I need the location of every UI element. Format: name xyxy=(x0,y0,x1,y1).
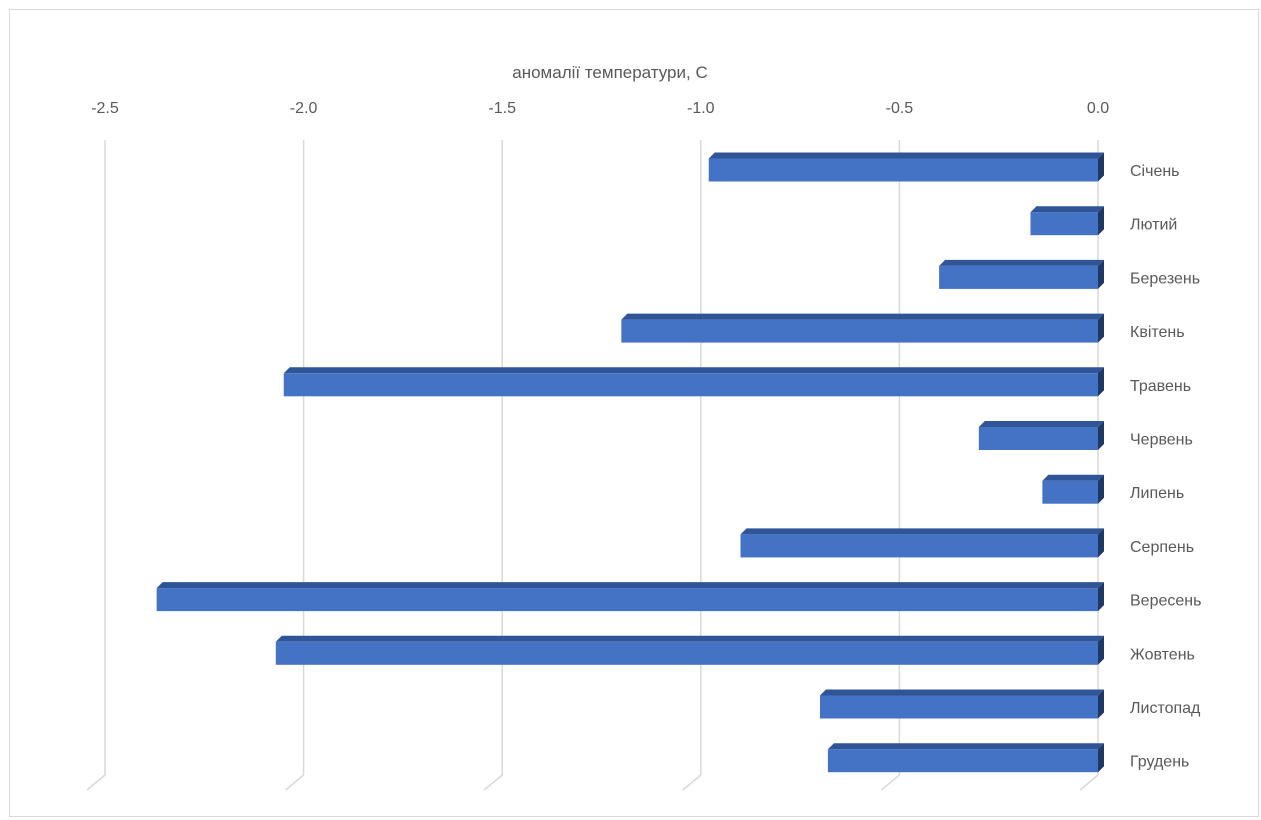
category-label: Вересень xyxy=(1130,593,1201,610)
bar-top-face xyxy=(1030,206,1104,213)
grid-layer xyxy=(86,140,1099,791)
bar-side-face xyxy=(1098,474,1104,504)
grid-line-foot xyxy=(880,774,900,791)
bar-side-face xyxy=(1098,259,1104,289)
bar-front-face xyxy=(1042,480,1098,504)
x-tick-label: -1.5 xyxy=(488,100,516,117)
bar-top-face xyxy=(708,152,1104,159)
bar xyxy=(1042,474,1104,504)
bar-top-face xyxy=(283,367,1104,374)
bar xyxy=(939,259,1104,289)
bar-front-face xyxy=(708,158,1098,182)
bar-side-face xyxy=(1098,421,1104,450)
bar-top-face xyxy=(939,259,1104,266)
category-label: Березень xyxy=(1130,270,1200,287)
grid-line-foot xyxy=(483,774,503,791)
bar-top-face xyxy=(1042,474,1104,481)
category-label: Червень xyxy=(1130,432,1193,449)
bar xyxy=(283,367,1104,397)
grid-line-foot xyxy=(682,774,702,791)
bar-front-face xyxy=(819,695,1098,719)
bar-side-face xyxy=(1098,635,1104,665)
bar-top-face xyxy=(621,313,1104,320)
grid-line-foot xyxy=(285,774,305,791)
bar xyxy=(275,635,1104,665)
bar-top-face xyxy=(740,528,1104,535)
x-tick-label: -0.5 xyxy=(886,100,914,117)
category-label: Грудень xyxy=(1130,754,1189,771)
bar xyxy=(708,152,1104,182)
bar-top-face xyxy=(978,421,1104,427)
category-label: Лютий xyxy=(1130,217,1177,234)
bar-side-face xyxy=(1098,743,1104,773)
tick-layer: -2.5 -2.0 -1.5 -1.0 -0.5 0.0 xyxy=(91,100,1109,117)
bar xyxy=(621,313,1104,343)
bar-layer xyxy=(156,152,1105,773)
bar-front-face xyxy=(621,319,1098,343)
bar-front-face xyxy=(1030,212,1098,236)
bar-side-face xyxy=(1098,582,1104,612)
chart-frame: -2.5 -2.0 -1.5 -1.0 -0.5 0.0 Січень Лютий Берез… xyxy=(9,9,1259,817)
bar-front-face xyxy=(939,265,1098,289)
bar-side-face xyxy=(1098,689,1104,719)
bar-side-face xyxy=(1098,152,1104,182)
bar xyxy=(740,528,1104,558)
bar xyxy=(156,582,1105,612)
bar-side-face xyxy=(1098,367,1104,397)
bar-side-face xyxy=(1098,313,1104,343)
category-label: Квітень xyxy=(1130,324,1185,341)
bar-front-face xyxy=(156,588,1099,612)
bar xyxy=(978,421,1104,450)
category-label: Серпень xyxy=(1130,539,1194,556)
bar xyxy=(819,689,1104,719)
grid-line-foot xyxy=(86,774,106,791)
grid-line-foot xyxy=(1079,774,1099,791)
bar-front-face xyxy=(978,427,1098,450)
bar-top-face xyxy=(819,689,1104,696)
cat-layer: Січень Лютий Березень Квітень Травень Червень… xyxy=(1130,163,1201,771)
bar-front-face xyxy=(275,641,1098,665)
x-tick-label: -1.0 xyxy=(687,100,715,117)
x-tick-label: 0.0 xyxy=(1087,100,1109,117)
x-tick-label: -2.5 xyxy=(91,100,119,117)
x-axis-title: аномалії температури, С xyxy=(512,63,707,82)
category-label: Жовтень xyxy=(1130,646,1195,663)
chart-svg: -2.5 -2.0 -1.5 -1.0 -0.5 0.0 Січень Лютий Берез… xyxy=(86,63,1201,791)
bar-side-face xyxy=(1098,206,1104,236)
bar xyxy=(1030,206,1104,236)
x-tick-label: -2.0 xyxy=(290,100,318,117)
bar-side-face xyxy=(1098,528,1104,558)
bar-front-face xyxy=(283,373,1098,397)
category-label: Січень xyxy=(1130,163,1180,180)
bar-front-face xyxy=(827,749,1098,773)
bar-top-face xyxy=(275,635,1104,642)
category-label: Листопад xyxy=(1130,700,1201,717)
bar-top-face xyxy=(827,743,1104,750)
bar-front-face xyxy=(740,534,1098,558)
category-label: Липень xyxy=(1130,485,1184,502)
bar xyxy=(827,743,1104,773)
bar-top-face xyxy=(156,582,1105,589)
category-label: Травень xyxy=(1130,378,1191,395)
